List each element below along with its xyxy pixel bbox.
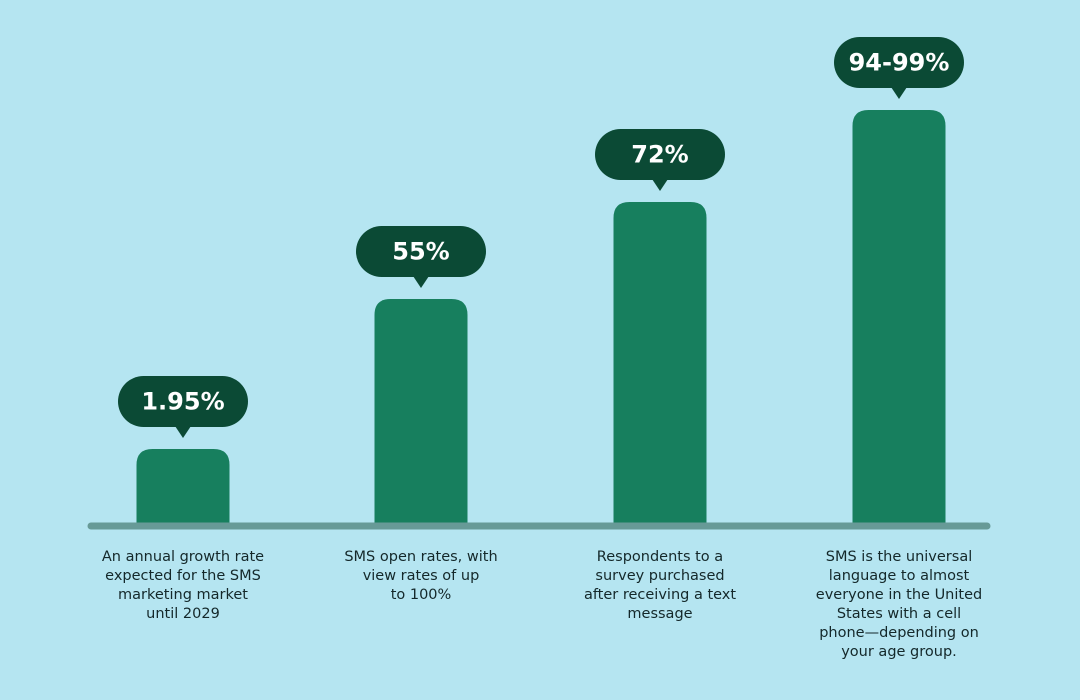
description-line: to 100% [391,587,452,603]
bar [613,202,707,526]
description-line: Respondents to a [597,549,723,565]
description-line: phone—depending on [819,625,979,641]
description-line: SMS is the universal [826,549,972,565]
bubble-pointer [891,87,907,99]
description-line: marketing market [118,587,248,603]
description-line: survey purchased [595,568,724,584]
bar [852,110,946,526]
stat-bubble [356,226,486,277]
stat-label: 55% [392,238,449,266]
stat-label: 1.95% [141,388,224,416]
description-line: until 2029 [146,606,220,622]
stat-label: 94-99% [849,49,950,77]
stat-bubble [118,376,248,427]
description-line: view rates of up [363,568,480,584]
description-line: after receiving a text [584,587,736,603]
bar [136,449,230,526]
bubble-pointer [175,426,191,438]
description-line: your age group. [841,644,957,660]
stat-bubble [834,37,964,88]
description-line: expected for the SMS [105,568,261,584]
description-line: An annual growth rate [102,549,264,565]
stat-bubble [595,129,725,180]
bar [374,299,468,526]
description-line: language to almost [829,568,970,584]
description-line: SMS open rates, with [344,549,497,565]
description-line: States with a cell [837,606,961,622]
bubble-pointer [652,179,668,191]
description-line: message [627,606,692,622]
stat-label: 72% [631,141,688,169]
description-line: everyone in the United [816,587,982,603]
bubble-pointer [413,276,429,288]
